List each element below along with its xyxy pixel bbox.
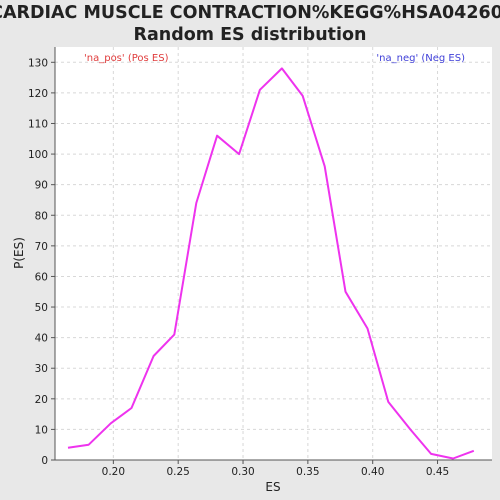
x-tick-label: 0.35 xyxy=(296,466,319,478)
grid-lines xyxy=(55,47,492,461)
x-axis-label: ES xyxy=(265,480,280,494)
y-tick-label: 100 xyxy=(28,149,48,161)
y-tick-label: 30 xyxy=(35,363,48,375)
x-tick-label: 0.25 xyxy=(166,466,189,478)
legend-pos-label: 'na_pos' (Pos ES) xyxy=(84,53,169,64)
plot-area xyxy=(55,47,492,460)
y-tick-label: 70 xyxy=(35,241,48,253)
y-tick-label: 50 xyxy=(35,302,48,314)
y-axis-label: P(ES) xyxy=(12,237,26,269)
chart-title: CARDIAC MUSCLE CONTRACTION%KEGG%HSA04260… xyxy=(0,3,500,23)
y-tick-label: 120 xyxy=(28,88,48,100)
y-tick-label: 40 xyxy=(35,333,48,345)
series-group xyxy=(67,67,475,460)
y-tick-label: 10 xyxy=(35,424,48,436)
x-tick-label: 0.20 xyxy=(102,466,125,478)
y-tick-label: 110 xyxy=(28,118,48,130)
legend-neg-label: 'na_neg' (Neg ES) xyxy=(376,53,465,64)
x-tick-label: 0.45 xyxy=(426,466,449,478)
y-tick-label: 20 xyxy=(35,394,48,406)
x-tick-label: 0.40 xyxy=(361,466,384,478)
y-axis-ticks: 0 10 20 30 40 50 60 70 80 90 100 110 120 130 xyxy=(28,57,55,467)
es-distribution-line xyxy=(67,67,475,460)
x-axis-ticks: 0.20 0.25 0.30 0.35 0.40 0.45 xyxy=(102,460,449,478)
y-tick-label: 80 xyxy=(35,210,48,222)
y-tick-label: 0 xyxy=(41,455,48,467)
y-tick-label: 130 xyxy=(28,57,48,69)
chart-subtitle: Random ES distribution xyxy=(133,25,366,45)
y-tick-label: 60 xyxy=(35,271,48,283)
x-tick-label: 0.30 xyxy=(231,466,254,478)
y-tick-label: 90 xyxy=(35,180,48,192)
